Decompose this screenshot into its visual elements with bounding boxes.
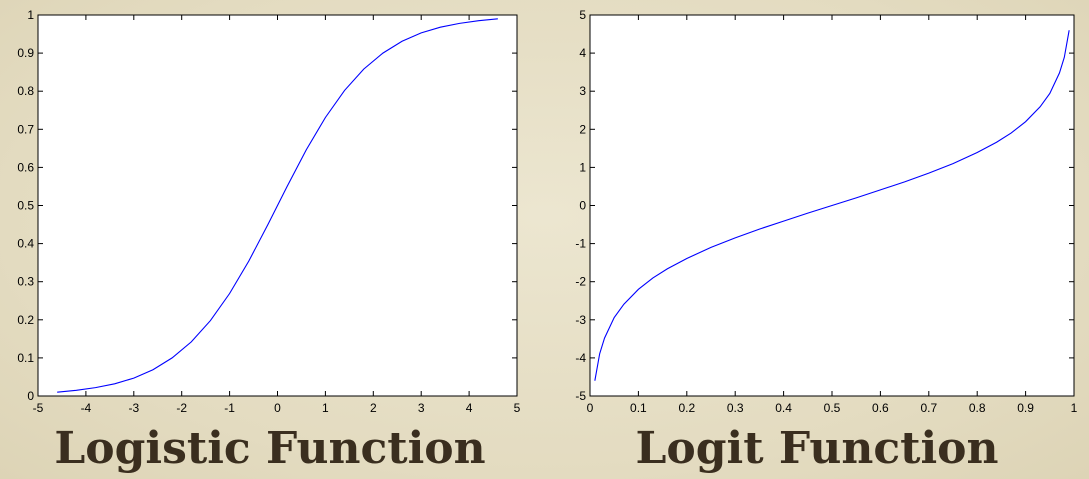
y-tick-label: -2 bbox=[575, 275, 586, 289]
y-tick-label: 0.3 bbox=[17, 275, 34, 289]
x-tick-label: 0.1 bbox=[630, 401, 647, 415]
logistic-chart-panel: -5 -4 -3 -2 -1 0 1 2 3 4 5 0 0.1 0.2 0.3 0.4 0.5 0.6 0.7 0.… bbox=[0, 0, 540, 420]
x-tick-label: -4 bbox=[81, 401, 92, 415]
logistic-chart: -5 -4 -3 -2 -1 0 1 2 3 4 5 0 0.1 0.2 0.3 0.4 0.5 0.6 0.7 0.… bbox=[0, 0, 540, 420]
y-tick-label: 1 bbox=[27, 8, 34, 22]
y-tick-label: 0.7 bbox=[17, 122, 34, 136]
y-tick-label: 0.9 bbox=[17, 46, 34, 60]
y-tick-label: 4 bbox=[579, 46, 586, 60]
y-tick-label: -3 bbox=[575, 313, 586, 327]
y-tick-label: -5 bbox=[575, 389, 586, 403]
y-tick-label: 5 bbox=[579, 8, 586, 22]
y-tick-label: 0.4 bbox=[17, 237, 34, 251]
x-tick-label: 0.8 bbox=[969, 401, 986, 415]
x-tick-label: 0.4 bbox=[775, 401, 792, 415]
x-tick-label: 0.9 bbox=[1017, 401, 1034, 415]
x-tick-label: 4 bbox=[466, 401, 473, 415]
x-tick-label: -5 bbox=[33, 401, 44, 415]
y-tick-label: 0.1 bbox=[17, 351, 34, 365]
y-tick-label: 0.6 bbox=[17, 160, 34, 174]
x-tick-label: 0.6 bbox=[872, 401, 889, 415]
x-tick-label: 0.2 bbox=[678, 401, 695, 415]
x-tick-label: 1 bbox=[322, 401, 329, 415]
x-tick-label: 0 bbox=[274, 401, 281, 415]
x-tick-label: 1 bbox=[1071, 401, 1078, 415]
x-tick-label: 0.5 bbox=[824, 401, 841, 415]
x-tick-label: 5 bbox=[514, 401, 521, 415]
x-tick-label: 0 bbox=[587, 401, 594, 415]
logit-chart-title: Logit Function bbox=[545, 420, 1089, 478]
y-tick-label: -1 bbox=[575, 237, 586, 251]
y-tick-label: 2 bbox=[579, 122, 586, 136]
y-tick-label: -4 bbox=[575, 351, 586, 365]
y-tick-label: 0 bbox=[27, 389, 34, 403]
x-tick-label: -3 bbox=[128, 401, 139, 415]
x-tick-label: -1 bbox=[224, 401, 235, 415]
y-tick-label: 0.2 bbox=[17, 313, 34, 327]
y-tick-label: 3 bbox=[579, 84, 586, 98]
y-tick-label: 1 bbox=[579, 160, 586, 174]
logit-chart-panel: 0 0.1 0.2 0.3 0.4 0.5 0.6 0.7 0.8 0.9 1 -5 -4 -3 -2 -1 0… bbox=[545, 0, 1089, 420]
x-tick-label: 0.7 bbox=[920, 401, 937, 415]
x-tick-label: 3 bbox=[418, 401, 425, 415]
x-tick-label: 0.3 bbox=[727, 401, 744, 415]
y-tick-label: 0.5 bbox=[17, 199, 34, 213]
x-tick-label: 2 bbox=[370, 401, 377, 415]
x-tick-label: -2 bbox=[176, 401, 187, 415]
logit-chart: 0 0.1 0.2 0.3 0.4 0.5 0.6 0.7 0.8 0.9 1 -5 -4 -3 -2 -1 0… bbox=[545, 0, 1089, 420]
logistic-chart-title: Logistic Function bbox=[0, 420, 540, 478]
y-tick-label: 0.8 bbox=[17, 84, 34, 98]
y-tick-label: 0 bbox=[579, 199, 586, 213]
